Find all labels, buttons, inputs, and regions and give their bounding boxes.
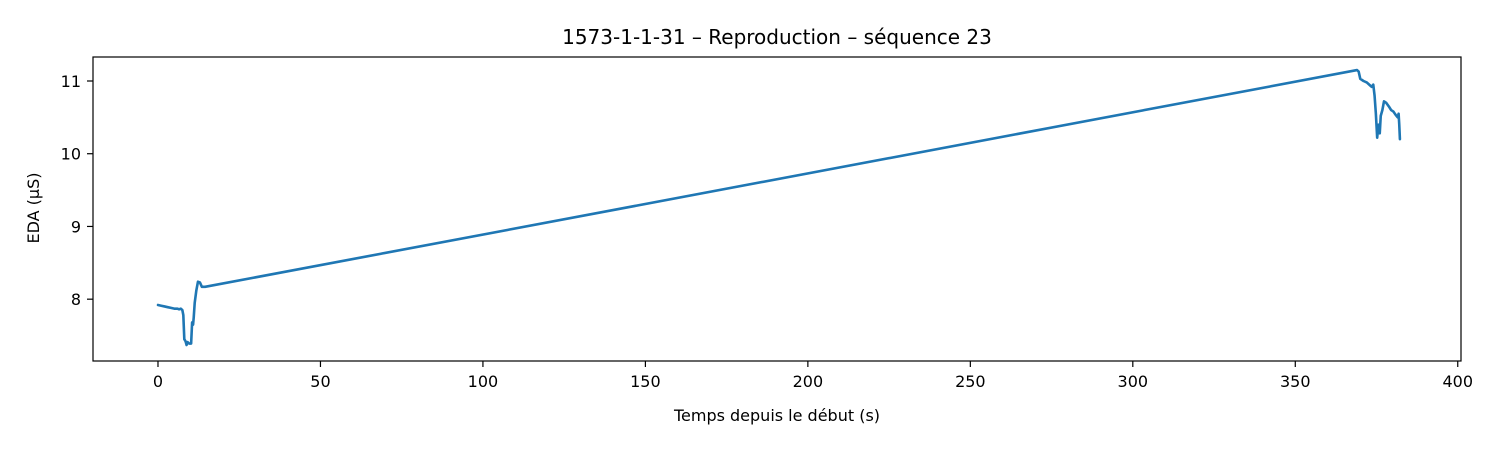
y-tick-label: 8 <box>71 290 81 309</box>
x-tick-label: 400 <box>1442 372 1473 391</box>
x-tick-label: 200 <box>793 372 824 391</box>
y-tick-label: 9 <box>71 217 81 236</box>
x-axis-label: Temps depuis le début (s) <box>673 406 880 425</box>
x-tick-label: 150 <box>630 372 661 391</box>
y-axis-label: EDA (µS) <box>24 173 43 244</box>
x-tick-label: 250 <box>955 372 986 391</box>
series-line-0 <box>156 68 1402 347</box>
y-tick-label: 10 <box>61 145 81 164</box>
y-tick-label: 11 <box>61 72 81 91</box>
x-axis: 0 50 100 150 200 250 300 350 400 <box>153 361 1473 391</box>
x-tick-label: 300 <box>1118 372 1149 391</box>
x-tick-label: 50 <box>310 372 330 391</box>
plot-area <box>92 56 1462 362</box>
x-tick-label: 350 <box>1280 372 1311 391</box>
y-axis: 8 9 10 11 <box>61 72 93 309</box>
x-tick-label: 0 <box>153 372 163 391</box>
x-tick-label: 100 <box>468 372 499 391</box>
chart-title: 1573-1-1-31 – Reproduction – séquence 23 <box>562 25 992 49</box>
axes-frame <box>92 56 1462 362</box>
